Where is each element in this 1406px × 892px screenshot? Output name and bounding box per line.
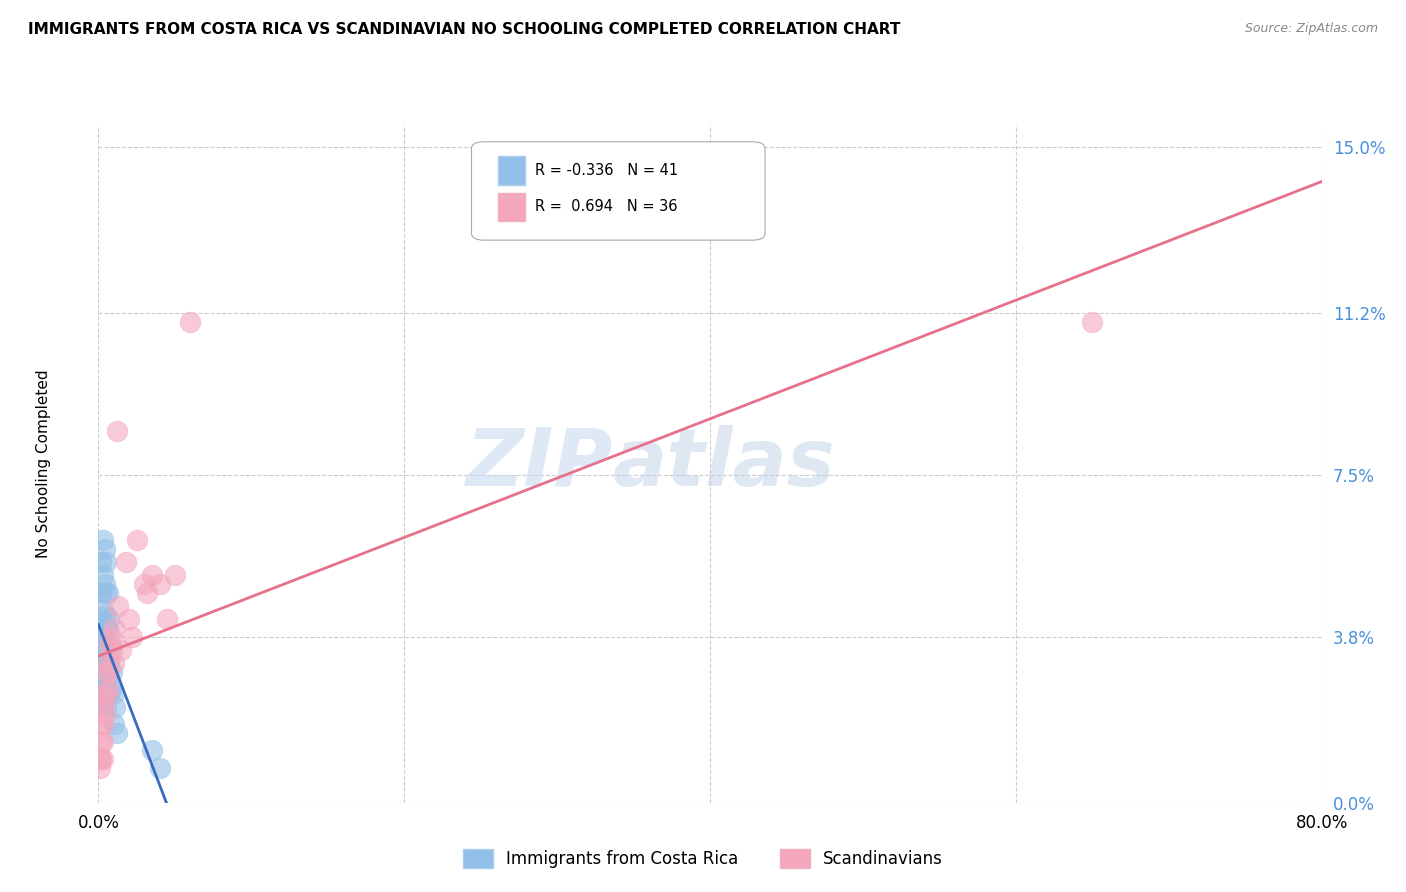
Point bbox=[121, 630, 143, 644]
Point bbox=[93, 638, 115, 652]
Point bbox=[98, 656, 121, 670]
Text: IMMIGRANTS FROM COSTA RICA VS SCANDINAVIAN NO SCHOOLING COMPLETED CORRELATION CH: IMMIGRANTS FROM COSTA RICA VS SCANDINAVI… bbox=[28, 22, 900, 37]
Point bbox=[103, 656, 125, 670]
Point bbox=[101, 642, 124, 657]
Point bbox=[98, 612, 121, 626]
Point bbox=[101, 665, 124, 679]
Point bbox=[110, 642, 132, 657]
FancyBboxPatch shape bbox=[471, 142, 765, 240]
Point bbox=[149, 577, 172, 591]
Point bbox=[91, 734, 114, 748]
Point bbox=[100, 638, 122, 652]
Point bbox=[90, 612, 112, 626]
Point bbox=[90, 752, 112, 766]
Point bbox=[90, 651, 112, 665]
Legend: Immigrants from Costa Rica, Scandinavians: Immigrants from Costa Rica, Scandinavian… bbox=[456, 842, 950, 875]
Point bbox=[97, 651, 120, 665]
Point bbox=[125, 533, 148, 548]
Point bbox=[94, 690, 117, 705]
Point bbox=[94, 621, 117, 635]
Bar bbox=[498, 156, 526, 185]
Point bbox=[103, 686, 125, 700]
Point bbox=[105, 424, 128, 438]
Point bbox=[89, 686, 111, 700]
Text: R =  0.694   N = 36: R = 0.694 N = 36 bbox=[536, 200, 678, 214]
Point bbox=[97, 686, 120, 700]
Point bbox=[98, 638, 121, 652]
Point bbox=[89, 665, 111, 679]
Point bbox=[156, 612, 179, 626]
Point bbox=[90, 673, 112, 688]
Point bbox=[89, 752, 111, 766]
Point bbox=[91, 630, 114, 644]
Point bbox=[97, 586, 120, 600]
Point bbox=[97, 656, 120, 670]
Point bbox=[149, 761, 172, 775]
Point bbox=[94, 665, 117, 679]
Point bbox=[93, 686, 115, 700]
Point bbox=[97, 682, 120, 697]
Text: Source: ZipAtlas.com: Source: ZipAtlas.com bbox=[1244, 22, 1378, 36]
Point bbox=[105, 726, 128, 740]
Point bbox=[115, 555, 138, 569]
Bar bbox=[498, 193, 526, 221]
Text: ZIP: ZIP bbox=[465, 425, 612, 503]
Point bbox=[91, 533, 114, 548]
Point bbox=[90, 630, 112, 644]
Point bbox=[90, 734, 112, 748]
Point bbox=[103, 717, 125, 731]
Point bbox=[104, 699, 127, 714]
Point bbox=[94, 673, 117, 688]
Point bbox=[89, 761, 111, 775]
Point bbox=[91, 717, 114, 731]
Point bbox=[141, 743, 163, 757]
Point bbox=[91, 568, 114, 582]
Point bbox=[97, 621, 120, 635]
Point bbox=[103, 621, 125, 635]
Point bbox=[91, 699, 114, 714]
Point bbox=[91, 656, 114, 670]
Point bbox=[1081, 315, 1104, 329]
Point bbox=[98, 665, 121, 679]
Point bbox=[91, 752, 114, 766]
Point bbox=[93, 708, 115, 723]
Point bbox=[100, 630, 122, 644]
Point bbox=[90, 717, 112, 731]
Point bbox=[93, 673, 115, 688]
Point bbox=[91, 682, 114, 697]
Point bbox=[91, 699, 114, 714]
Point bbox=[163, 568, 186, 582]
Point bbox=[93, 607, 115, 622]
Point bbox=[91, 603, 114, 617]
Point bbox=[100, 682, 122, 697]
Point bbox=[134, 577, 156, 591]
Point bbox=[90, 586, 112, 600]
Point bbox=[94, 586, 117, 600]
Point bbox=[93, 542, 115, 557]
Point bbox=[94, 647, 117, 661]
Point bbox=[107, 599, 129, 613]
Point bbox=[141, 568, 163, 582]
Point bbox=[136, 586, 159, 600]
Point bbox=[179, 315, 201, 329]
Text: R = -0.336   N = 41: R = -0.336 N = 41 bbox=[536, 163, 678, 178]
Point bbox=[93, 577, 115, 591]
Point bbox=[90, 555, 112, 569]
Point bbox=[94, 699, 117, 714]
Text: atlas: atlas bbox=[612, 425, 835, 503]
Point bbox=[118, 612, 141, 626]
Text: No Schooling Completed: No Schooling Completed bbox=[37, 369, 51, 558]
Point bbox=[94, 555, 117, 569]
